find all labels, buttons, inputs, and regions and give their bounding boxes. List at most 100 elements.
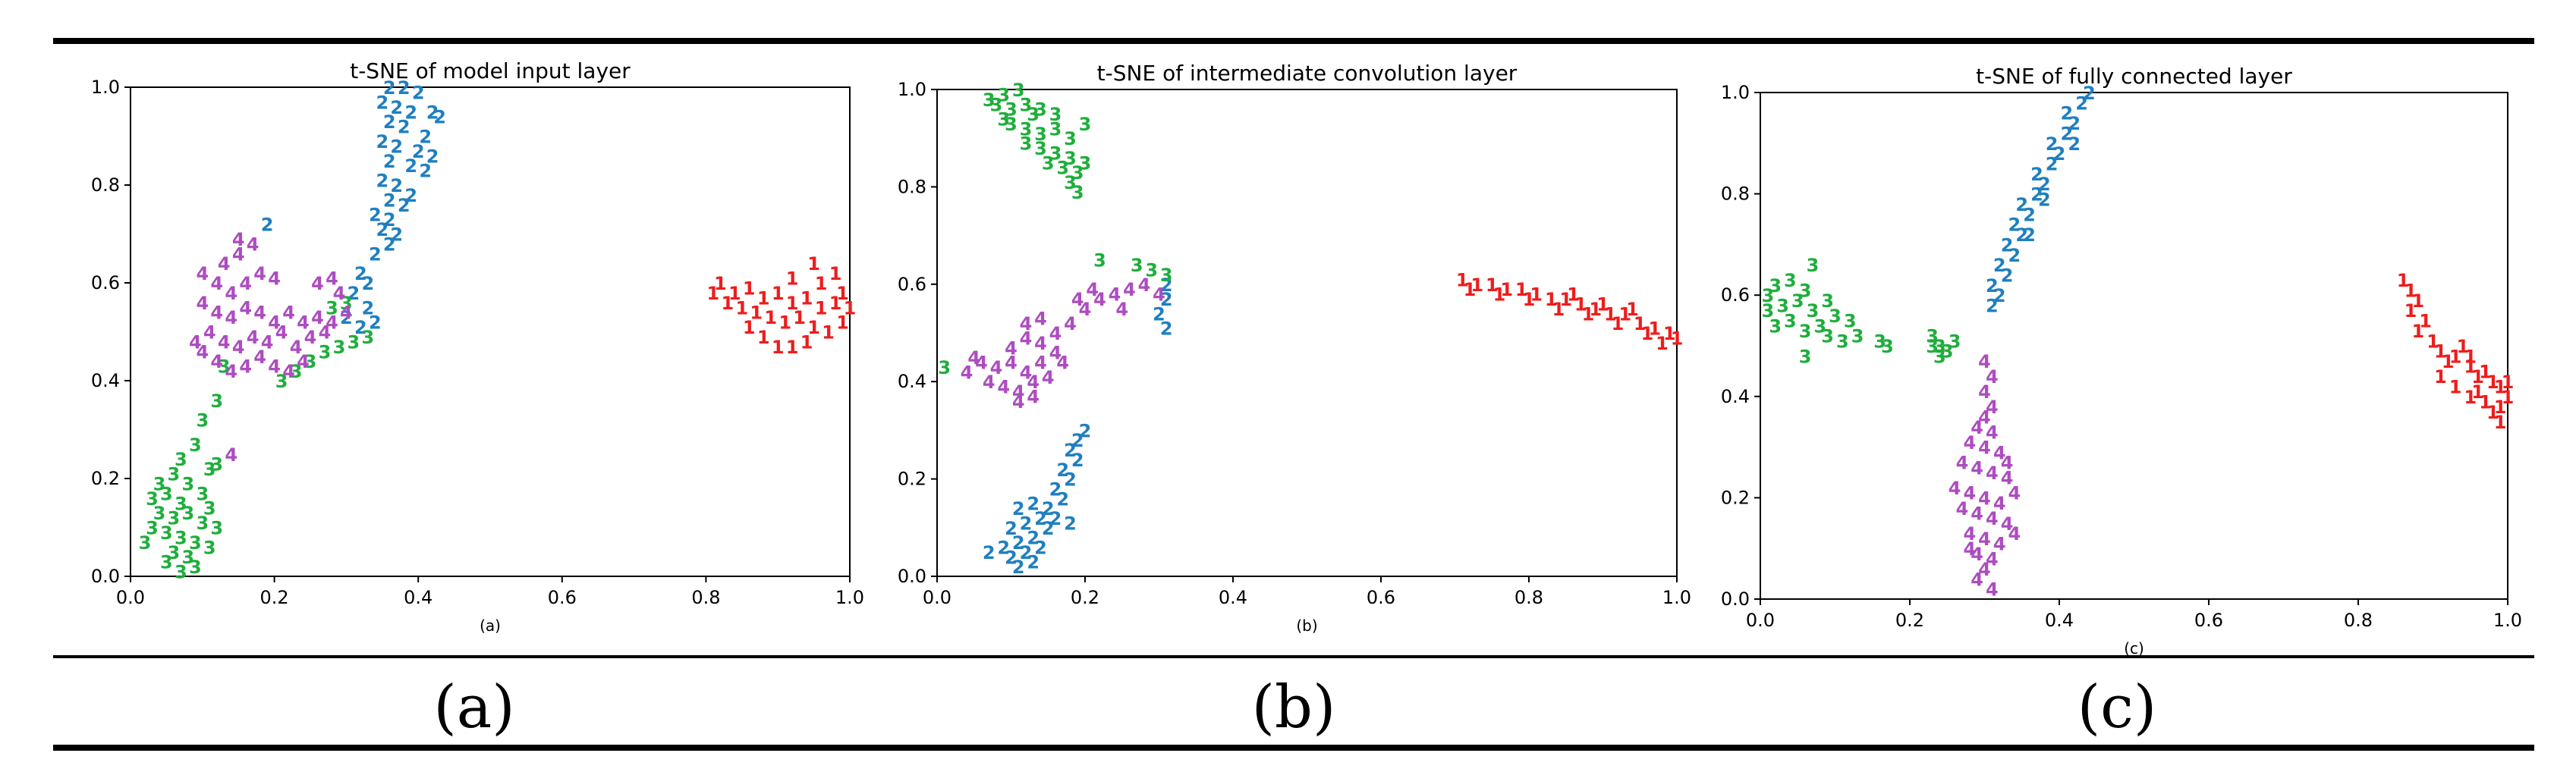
data-point-3: 3 — [160, 552, 173, 573]
y-tick-label: 0.6 — [898, 274, 926, 295]
data-point-4: 4 — [1986, 366, 1999, 388]
data-point-2: 2 — [412, 141, 425, 162]
data-point-4: 4 — [1027, 372, 1040, 393]
data-point-3: 3 — [1079, 152, 1092, 174]
y-tick-label: 0.2 — [898, 469, 926, 490]
data-point-4: 4 — [1153, 284, 1165, 306]
data-point-3: 3 — [997, 84, 1010, 105]
data-point-4: 4 — [967, 347, 980, 369]
data-point-4: 4 — [290, 337, 303, 358]
data-point-3: 3 — [1829, 306, 1842, 327]
y-tick-label: 1.0 — [1721, 82, 1750, 103]
data-point-3: 3 — [1776, 296, 1789, 317]
data-point-2: 2 — [1005, 518, 1018, 539]
data-point-2: 2 — [369, 243, 382, 265]
data-point-4: 4 — [196, 263, 209, 284]
data-point-3: 3 — [1145, 260, 1158, 281]
data-point-2: 2 — [412, 82, 425, 103]
data-point-1: 1 — [2494, 397, 2507, 418]
data-point-4: 4 — [1963, 523, 1976, 544]
data-point-1: 1 — [1464, 279, 1477, 300]
data-point-3: 3 — [1056, 158, 1069, 179]
data-point-1: 1 — [1559, 289, 1572, 310]
data-point-1: 1 — [2411, 321, 2424, 342]
data-point-4: 4 — [1086, 279, 1099, 300]
data-point-2: 2 — [1153, 303, 1165, 325]
data-point-2: 2 — [361, 273, 374, 294]
data-point-4: 4 — [275, 322, 288, 344]
data-point-4: 4 — [1956, 498, 1969, 519]
data-point-4: 4 — [1034, 333, 1047, 354]
data-point-1: 1 — [829, 263, 842, 284]
data-point-1: 1 — [2486, 402, 2499, 423]
data-point-3: 3 — [196, 410, 209, 431]
x-tick-label: 0.6 — [1367, 587, 1395, 608]
data-point-4: 4 — [1963, 538, 1976, 560]
data-point-3: 3 — [189, 557, 202, 578]
data-point-3: 3 — [1933, 346, 1946, 367]
data-point-3: 3 — [1049, 118, 1062, 140]
data-point-4: 4 — [304, 327, 317, 348]
data-point-4: 4 — [1978, 351, 1991, 372]
data-point-3: 3 — [1807, 300, 1820, 322]
data-point-2: 2 — [1020, 542, 1033, 563]
data-point-3: 3 — [153, 503, 166, 524]
data-point-4: 4 — [1978, 529, 1991, 550]
data-point-2: 2 — [376, 92, 388, 113]
data-point-1: 1 — [2494, 376, 2507, 397]
data-point-3: 3 — [1926, 336, 1939, 357]
data-point-2: 2 — [1160, 318, 1173, 340]
data-point-2: 2 — [383, 234, 396, 255]
data-point-4: 4 — [1978, 381, 1991, 403]
data-point-4: 4 — [203, 322, 216, 344]
data-point-2: 2 — [354, 263, 367, 284]
data-point-2: 2 — [1005, 547, 1018, 568]
data-point-3: 3 — [1844, 311, 1857, 332]
data-point-1: 1 — [714, 273, 727, 294]
data-point-2: 2 — [2008, 245, 2021, 266]
data-point-1: 1 — [772, 337, 785, 358]
data-point-3: 3 — [203, 498, 216, 519]
data-point-1: 1 — [1589, 299, 1602, 320]
data-point-4: 4 — [311, 307, 324, 328]
data-point-1: 1 — [1500, 279, 1513, 300]
data-point-2: 2 — [2038, 174, 2051, 195]
data-point-4: 4 — [1064, 313, 1077, 334]
data-point-4: 4 — [239, 356, 252, 378]
data-point-4: 4 — [1978, 438, 1991, 459]
data-point-4: 4 — [1986, 397, 1999, 418]
data-point-4: 4 — [225, 444, 237, 466]
data-point-4: 4 — [1971, 503, 1983, 524]
data-point-1: 1 — [786, 293, 799, 314]
data-point-4: 4 — [1012, 391, 1025, 413]
data-point-2: 2 — [383, 111, 396, 133]
data-point-2: 2 — [1160, 275, 1173, 296]
data-point-2: 2 — [390, 136, 403, 157]
data-point-4: 4 — [1978, 407, 1991, 428]
data-point-3: 3 — [189, 435, 202, 456]
data-point-3: 3 — [1064, 128, 1077, 149]
data-point-1: 1 — [793, 307, 806, 328]
data-point-3: 3 — [1093, 250, 1106, 271]
data-point-4: 4 — [2008, 483, 2021, 504]
data-point-4: 4 — [1949, 478, 1961, 499]
data-point-1: 1 — [2427, 331, 2439, 352]
data-point-1: 1 — [815, 273, 828, 294]
data-point-4: 4 — [1138, 275, 1151, 296]
y-tick-label: 0.4 — [898, 371, 926, 392]
y-tick-label: 0.4 — [91, 370, 120, 391]
data-point-4: 4 — [326, 268, 338, 290]
data-point-2: 2 — [1034, 537, 1047, 558]
data-point-3: 3 — [1813, 315, 1826, 337]
data-point-4: 4 — [253, 263, 266, 284]
data-point-3: 3 — [168, 464, 181, 485]
data-point-4: 4 — [282, 361, 295, 382]
data-point-3: 3 — [1005, 99, 1018, 121]
data-point-4: 4 — [1042, 367, 1055, 388]
data-point-3: 3 — [1769, 275, 1782, 297]
data-point-3: 3 — [275, 371, 288, 392]
data-point-1: 1 — [822, 322, 835, 344]
data-point-1: 1 — [829, 293, 842, 314]
